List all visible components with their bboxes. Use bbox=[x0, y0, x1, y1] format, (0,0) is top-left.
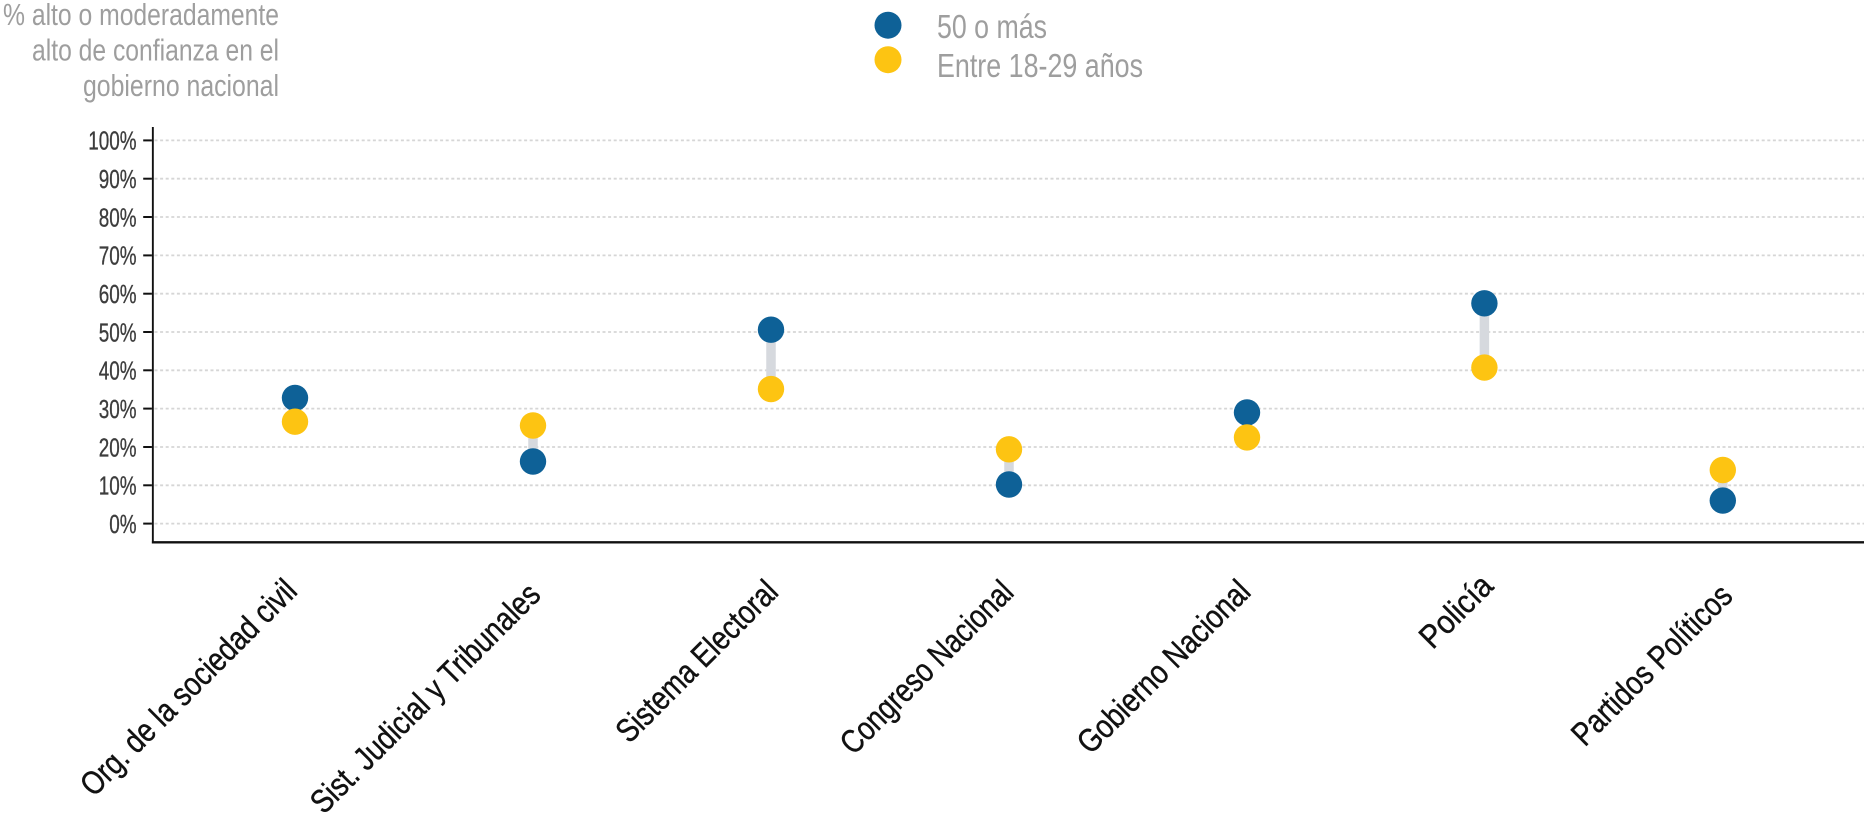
svg-text:40%: 40% bbox=[99, 356, 137, 386]
svg-text:80%: 80% bbox=[99, 202, 137, 232]
svg-text:50%: 50% bbox=[99, 317, 137, 347]
svg-text:90%: 90% bbox=[99, 164, 137, 194]
svg-text:70%: 70% bbox=[99, 241, 137, 271]
svg-text:30%: 30% bbox=[99, 394, 137, 424]
svg-text:100%: 100% bbox=[88, 126, 136, 156]
svg-text:50 o más: 50 o más bbox=[937, 8, 1047, 45]
svg-text:60%: 60% bbox=[99, 279, 137, 309]
svg-text:0%: 0% bbox=[109, 509, 136, 539]
svg-text:10%: 10% bbox=[99, 471, 137, 501]
svg-text:Entre 18-29 años: Entre 18-29 años bbox=[937, 47, 1143, 84]
svg-text:alto de confianza en el: alto de confianza en el bbox=[32, 33, 279, 68]
svg-text:20%: 20% bbox=[99, 432, 137, 462]
svg-text:gobierno nacional: gobierno nacional bbox=[83, 68, 279, 103]
svg-text:% alto o moderadamente: % alto o moderadamente bbox=[3, 0, 279, 32]
